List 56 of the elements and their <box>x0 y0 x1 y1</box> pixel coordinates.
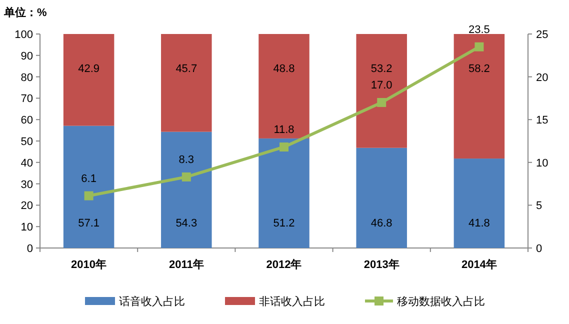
y-tick-label: 90 <box>20 50 33 62</box>
point <box>84 191 94 200</box>
x-tick-label: 2010年 <box>71 258 107 271</box>
y-tick-label: 60 <box>20 114 33 127</box>
y-tick-label: 50 <box>20 136 33 148</box>
y2-tick-label: 20 <box>536 72 548 84</box>
point <box>182 172 191 182</box>
data-label: 45.7 <box>176 63 198 75</box>
point <box>280 142 288 152</box>
x-tick-label: 2012年 <box>266 258 302 271</box>
data-label: 17.0 <box>370 79 392 92</box>
y2-tick-label: 5 <box>536 200 542 212</box>
y-tick-label: 30 <box>20 178 33 191</box>
y-tick-label: 70 <box>20 93 33 106</box>
bar <box>356 34 407 148</box>
y-tick-label: 80 <box>20 72 33 84</box>
y-tick-label: 0 <box>26 243 33 255</box>
data-label: 42.9 <box>78 63 100 75</box>
point <box>474 42 484 52</box>
data-label: 57.1 <box>78 218 100 230</box>
bar <box>63 34 114 126</box>
y-tick-label: 100 <box>14 29 33 41</box>
bar <box>454 158 505 248</box>
data-label: 6.1 <box>81 172 96 185</box>
legend-label: 话音收入占比 <box>119 295 185 308</box>
text: 单位：% <box>3 6 47 19</box>
y-tick-label: 40 <box>20 157 33 170</box>
point <box>377 98 386 107</box>
bar <box>258 138 310 248</box>
bar <box>454 34 505 159</box>
y2-tick-label: 25 <box>536 29 548 41</box>
data-label: 23.5 <box>468 24 490 36</box>
data-label: 8.3 <box>178 154 194 166</box>
legend-label: 非话收入占比 <box>259 295 325 308</box>
data-label: 11.8 <box>274 124 294 136</box>
bar <box>63 126 114 248</box>
y-tick-label: 20 <box>20 200 33 212</box>
data-label: 54.3 <box>176 218 198 230</box>
x-tick-label: 2011年 <box>168 258 204 271</box>
data-label: 41.8 <box>468 218 490 230</box>
bar <box>258 34 310 138</box>
data-label: 48.8 <box>273 63 295 75</box>
data-label: 58.2 <box>468 63 490 75</box>
bar <box>356 148 407 248</box>
x-tick-label: 2013年 <box>364 258 400 271</box>
y2-tick-label: 10 <box>536 157 548 170</box>
bar <box>161 132 212 248</box>
data-label: 53.2 <box>370 63 392 75</box>
bar <box>161 34 212 132</box>
data-label: 51.2 <box>273 218 295 230</box>
x-tick-label: 2014年 <box>461 258 497 271</box>
data-label: 46.8 <box>370 218 392 230</box>
y2-tick-label: 15 <box>536 114 548 127</box>
legend-label: 移动数据收入占比 <box>397 295 485 308</box>
y-tick-label: 10 <box>20 222 33 234</box>
y2-tick-label: 0 <box>536 243 542 255</box>
